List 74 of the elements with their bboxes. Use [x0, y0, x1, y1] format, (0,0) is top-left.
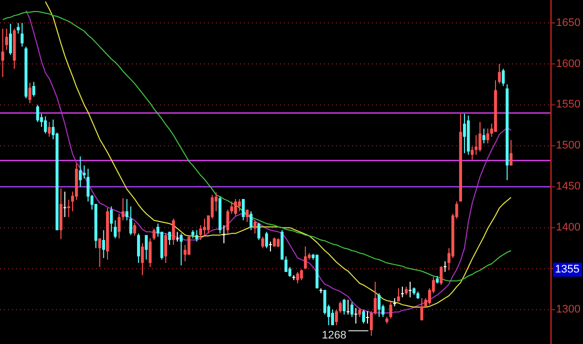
candlestick: [172, 218, 175, 246]
candlestick: [478, 122, 482, 152]
candlestick: [354, 307, 358, 324]
candlestick: [36, 104, 40, 123]
candlestick: [393, 298, 396, 307]
candlestick: [350, 302, 354, 318]
candlestick: [222, 224, 226, 244]
candlestick: [440, 266, 443, 286]
candlestick: [482, 128, 486, 144]
candlestick: [199, 224, 202, 240]
candlestick: [5, 28, 8, 50]
candlestick: [338, 300, 342, 314]
candlestick: [20, 22, 24, 48]
candlestick: [16, 22, 20, 34]
candlestick: [78, 156, 82, 188]
candlestick: [164, 232, 168, 264]
candlestick: [63, 191, 66, 218]
candlestick: [234, 198, 237, 216]
candlestick: [257, 222, 260, 240]
annotation: 1268: [322, 330, 346, 342]
candlestick: [203, 218, 206, 236]
candlestick: [102, 230, 106, 258]
candlestick: [408, 281, 412, 298]
candlestick: [168, 231, 172, 246]
candlestick: [238, 198, 241, 212]
candlestick: [118, 213, 121, 239]
candlestick: [67, 199, 70, 218]
candlestick: [331, 309, 334, 326]
candlestick: [498, 63, 501, 84]
candlestick: [366, 310, 369, 324]
y-tick-label: 1550: [556, 98, 580, 111]
candlestick: [300, 268, 303, 281]
candlestick: [304, 246, 307, 270]
candlestick: [265, 231, 268, 249]
y-tick-label: 1300: [556, 304, 580, 316]
candlestick: [44, 116, 47, 134]
candlestick: [133, 222, 136, 236]
candlestick: [397, 288, 400, 302]
candlestick: [261, 236, 264, 249]
candlestick: [250, 210, 253, 231]
candlestick: [346, 299, 350, 316]
candlestick: [474, 134, 478, 156]
y-tick-label: 1450: [556, 180, 580, 193]
y-tick-label: 1650: [556, 16, 580, 29]
candlestick: [400, 286, 404, 298]
candlestick: [137, 232, 140, 264]
candlestick: [152, 228, 156, 240]
candlestick: [188, 234, 190, 256]
candlestick: [296, 271, 300, 284]
candlestick: [269, 241, 272, 252]
candlestick: [342, 298, 346, 316]
candlestick: [140, 242, 144, 276]
candlestick: [253, 220, 256, 234]
candlestick: [334, 309, 338, 326]
candlestick: [125, 198, 128, 221]
candlestick: [122, 198, 124, 221]
candlestick: [176, 231, 179, 242]
candlestick: [463, 113, 466, 154]
candlestick: [284, 256, 288, 272]
candlestick: [362, 309, 366, 324]
candlestick: [378, 292, 381, 318]
y-tick-label: 1600: [556, 58, 580, 70]
y-tick-label: 1400: [556, 222, 580, 234]
candlestick: [28, 82, 32, 104]
text: 1355: [555, 264, 580, 276]
candlestick: [444, 260, 447, 272]
candlestick: [510, 140, 512, 166]
candlestick: [9, 23, 12, 56]
candlestick: [148, 238, 152, 268]
candlestick: [358, 307, 362, 318]
y-tick-label: 1500: [556, 140, 580, 152]
candlestick: [86, 168, 90, 202]
candlestick: [246, 209, 249, 222]
candlestick: [82, 164, 86, 180]
